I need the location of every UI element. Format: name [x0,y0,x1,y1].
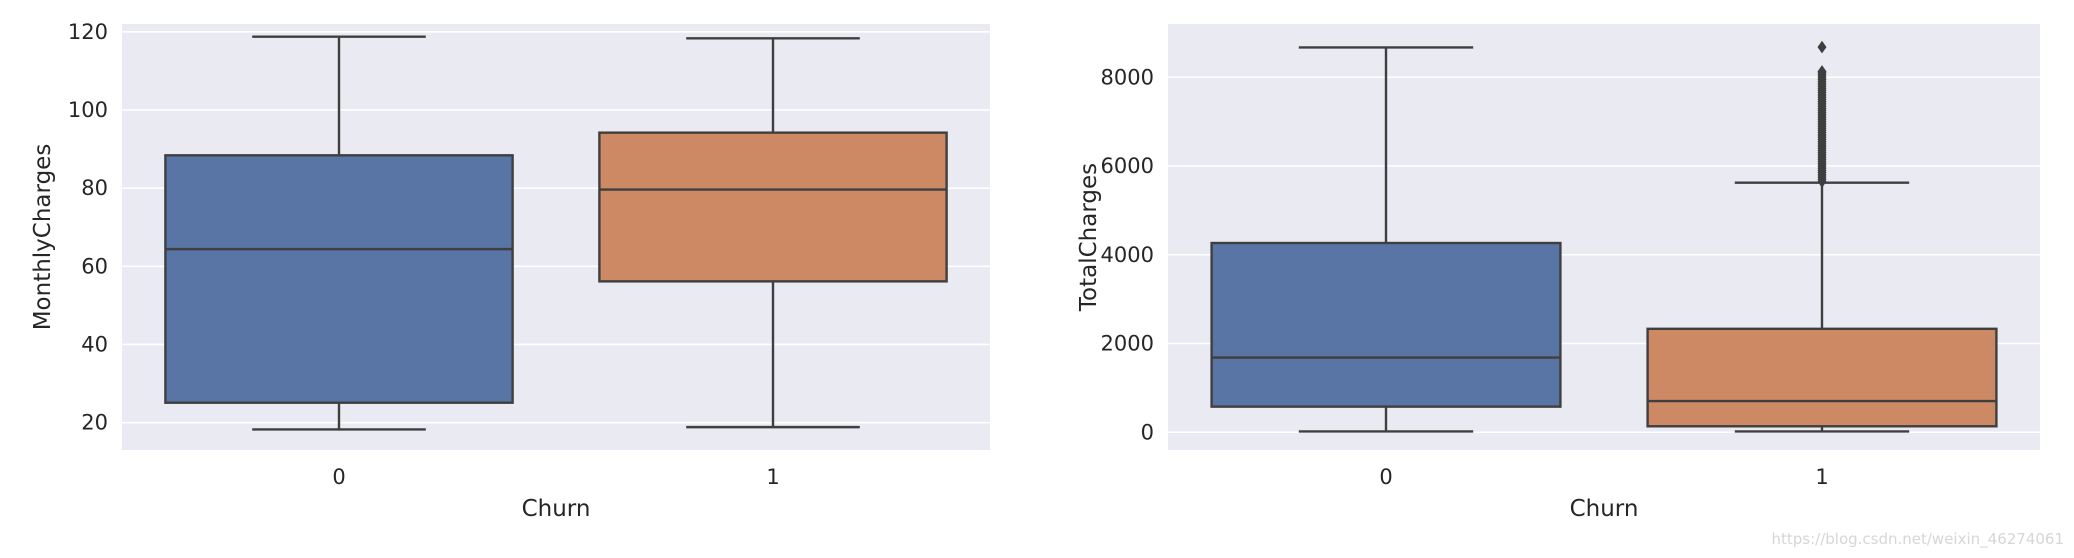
y-tick-label: 40 [81,332,108,356]
y-tick-label: 100 [68,98,108,122]
x-tick-label: 1 [766,465,779,489]
x-tick-label: 0 [1379,465,1392,489]
y-tick-label: 6000 [1101,154,1154,178]
y-axis-label: MonthlyCharges [30,144,56,331]
y-tick-label: 2000 [1101,332,1154,356]
y-tick-label: 60 [81,254,108,278]
box-body [164,154,514,404]
chart-panel-2: 0 2000 4000 6000 8000 0 1 Churn TotalCharges [1076,24,2040,522]
y-tick-label: 80 [81,176,108,200]
y-tick-label: 8000 [1101,65,1154,89]
box-body [598,131,948,283]
watermark: https://blog.csdn.net/weixin_46274061 [1771,530,2064,548]
y-tick-label: 4000 [1101,243,1154,267]
box-body [1646,327,1998,428]
y-tick-label: 0 [1141,420,1154,444]
x-axis-label: Churn [1570,496,1639,522]
box-body [1210,241,1562,408]
x-tick-label: 1 [1815,465,1828,489]
x-axis-label: Churn [522,496,591,522]
y-tick-label: 120 [68,20,108,44]
outlier-point [1817,65,1827,78]
box-0 [164,35,514,431]
outlier-point [1817,40,1827,54]
chart-panel-1: 20 40 60 80 100 120 0 1 Churn MonthlyCharges [30,20,990,522]
box-0 [1210,46,1562,433]
box-1 [1646,40,1998,433]
y-tick-label: 20 [81,411,108,435]
box-1 [598,37,948,429]
x-tick-label: 0 [332,465,345,489]
y-axis-label: TotalCharges [1076,163,1102,312]
